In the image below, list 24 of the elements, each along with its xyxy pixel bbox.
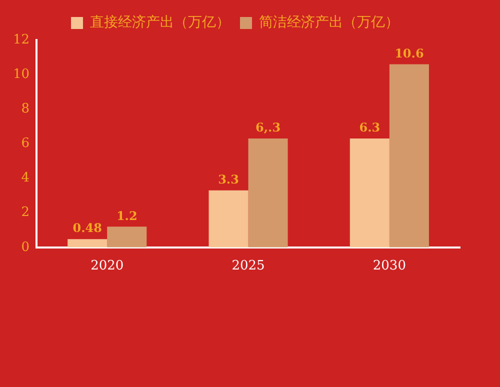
y-tick-label: 6 [21, 136, 30, 152]
x-tick-label: 2030 [372, 258, 406, 274]
y-tick-label: 4 [21, 170, 30, 186]
bar [107, 226, 147, 248]
data-label: 6.3 [359, 120, 380, 135]
y-tick-label: 8 [21, 102, 30, 117]
y-tick-label: 12 [12, 32, 30, 48]
legend-label: 直接经济产出（万亿） [90, 14, 230, 31]
legend-label: 简洁经济产出（万亿） [259, 14, 399, 31]
data-label: 3.3 [218, 172, 239, 186]
bar [248, 138, 288, 248]
bar [350, 138, 390, 248]
bar [208, 190, 248, 248]
bar [68, 239, 108, 248]
y-tick-label: 2 [21, 205, 30, 220]
y-tick-label: 0 [21, 240, 30, 255]
x-tick-label: 2025 [232, 258, 265, 274]
y-tick-label: 10 [12, 66, 30, 82]
data-label: 0.48 [72, 221, 102, 236]
x-tick-label: 2020 [90, 258, 124, 274]
data-label: 10.6 [394, 46, 424, 60]
data-label: 6,.3 [256, 120, 281, 135]
bar [389, 64, 429, 248]
data-label: 1.2 [116, 208, 138, 223]
